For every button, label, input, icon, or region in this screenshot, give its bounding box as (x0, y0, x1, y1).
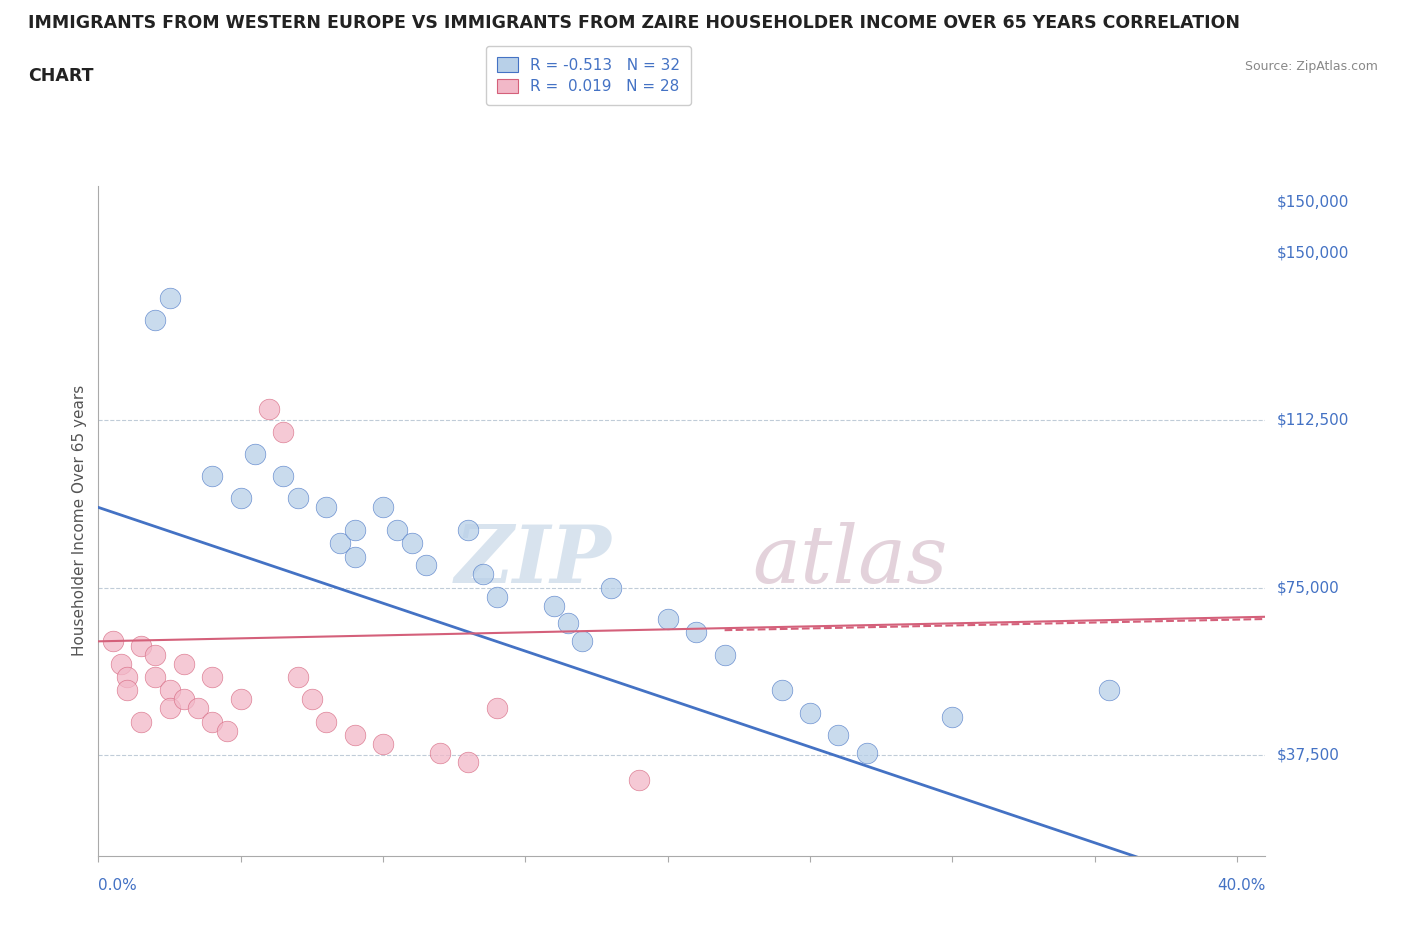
Point (856, 893, 879, 908)
Point (770, 683, 793, 698)
Text: $150,000: $150,000 (1277, 194, 1348, 209)
Point (599, 580, 621, 595)
Point (856, 746, 879, 761)
Point (471, 567, 494, 582)
Point (685, 625, 707, 640)
Point (315, 714, 337, 729)
Point (159, 290, 181, 305)
Point (387, 523, 409, 538)
Point (201, 469, 224, 484)
Point (173, 657, 195, 671)
Text: $75,000: $75,000 (1277, 580, 1340, 595)
Text: atlas: atlas (752, 523, 948, 600)
Text: CHART: CHART (28, 67, 94, 85)
Point (827, 727, 849, 742)
Point (215, 724, 238, 738)
Point (129, 638, 152, 653)
Point (315, 500, 337, 515)
Point (201, 714, 224, 729)
Point (201, 670, 224, 684)
Point (799, 705, 821, 720)
Point (101, 634, 124, 649)
Point (401, 536, 423, 551)
Text: $150,000: $150,000 (1277, 246, 1348, 260)
Point (110, 657, 132, 671)
Point (415, 558, 437, 573)
Point (159, 701, 181, 716)
Point (273, 469, 295, 484)
Y-axis label: Householder Income Over 65 years: Householder Income Over 65 years (72, 385, 87, 657)
Point (429, 746, 451, 761)
Point (287, 670, 309, 684)
Point (143, 670, 166, 684)
Point (657, 612, 679, 627)
Point (371, 737, 394, 751)
Point (187, 701, 209, 716)
Point (243, 446, 266, 461)
Point (229, 491, 252, 506)
Point (143, 312, 166, 327)
Point (329, 536, 352, 551)
Text: 40.0%: 40.0% (1218, 878, 1265, 893)
Text: Source: ZipAtlas.com: Source: ZipAtlas.com (1244, 60, 1378, 73)
Point (457, 523, 479, 538)
Point (941, 710, 963, 724)
Point (485, 590, 508, 604)
Point (543, 598, 565, 613)
Point (257, 402, 280, 417)
Point (713, 647, 735, 662)
Text: $112,500: $112,500 (1277, 413, 1348, 428)
Point (485, 701, 508, 716)
Point (129, 714, 152, 729)
Point (287, 491, 309, 506)
Point (115, 670, 138, 684)
Text: IMMIGRANTS FROM WESTERN EUROPE VS IMMIGRANTS FROM ZAIRE HOUSEHOLDER INCOME OVER : IMMIGRANTS FROM WESTERN EUROPE VS IMMIGR… (28, 14, 1240, 32)
Point (1098, 683, 1121, 698)
Point (115, 683, 138, 698)
Point (371, 500, 394, 515)
Text: 0.0%: 0.0% (98, 878, 138, 893)
Point (143, 647, 166, 662)
Point (343, 523, 366, 538)
Point (557, 616, 579, 631)
Point (457, 754, 479, 769)
Point (173, 692, 195, 707)
Point (343, 727, 366, 742)
Point (343, 549, 366, 564)
Point (628, 772, 651, 787)
Point (159, 683, 181, 698)
Point (273, 424, 295, 439)
Point (229, 692, 252, 707)
Point (571, 634, 593, 649)
Text: ZIP: ZIP (456, 523, 612, 600)
Point (301, 692, 323, 707)
Text: $37,500: $37,500 (1277, 748, 1340, 763)
